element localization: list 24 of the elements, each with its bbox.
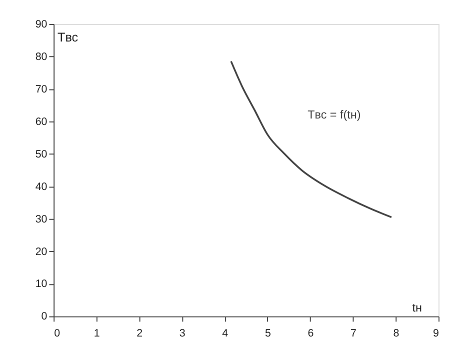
x-tick-label: 2 [136,327,143,340]
y-tick-label: 30 [35,213,48,226]
y-tick-label: 20 [35,246,48,258]
x-tick-label: 7 [350,327,356,340]
x-tick-label: 8 [393,327,400,340]
x-tick-label: 1 [94,327,100,340]
x-tick-label: 0 [54,327,60,340]
annotation: Tвс = f(tн) [308,108,361,122]
line-series [230,60,392,218]
y-axis-title: Tвс [57,30,78,45]
y-tick-label: 50 [35,148,48,160]
y-tick-label: 70 [35,83,48,96]
y-tick-label: 10 [35,278,48,290]
y-tick-label: 60 [35,116,48,128]
y-tick-label: 90 [35,18,48,30]
y-tick-label: 80 [35,50,48,63]
y-tick-label: 0 [41,310,48,323]
x-tick-label: 4 [222,327,228,340]
x-tick-label: 6 [308,327,314,340]
y-tick-label: 40 [35,180,48,193]
x-tick-label: 3 [179,327,186,340]
x-axis-title: tн [412,301,422,314]
x-tick-label: 9 [433,327,440,340]
x-tick-label: 5 [264,327,271,340]
